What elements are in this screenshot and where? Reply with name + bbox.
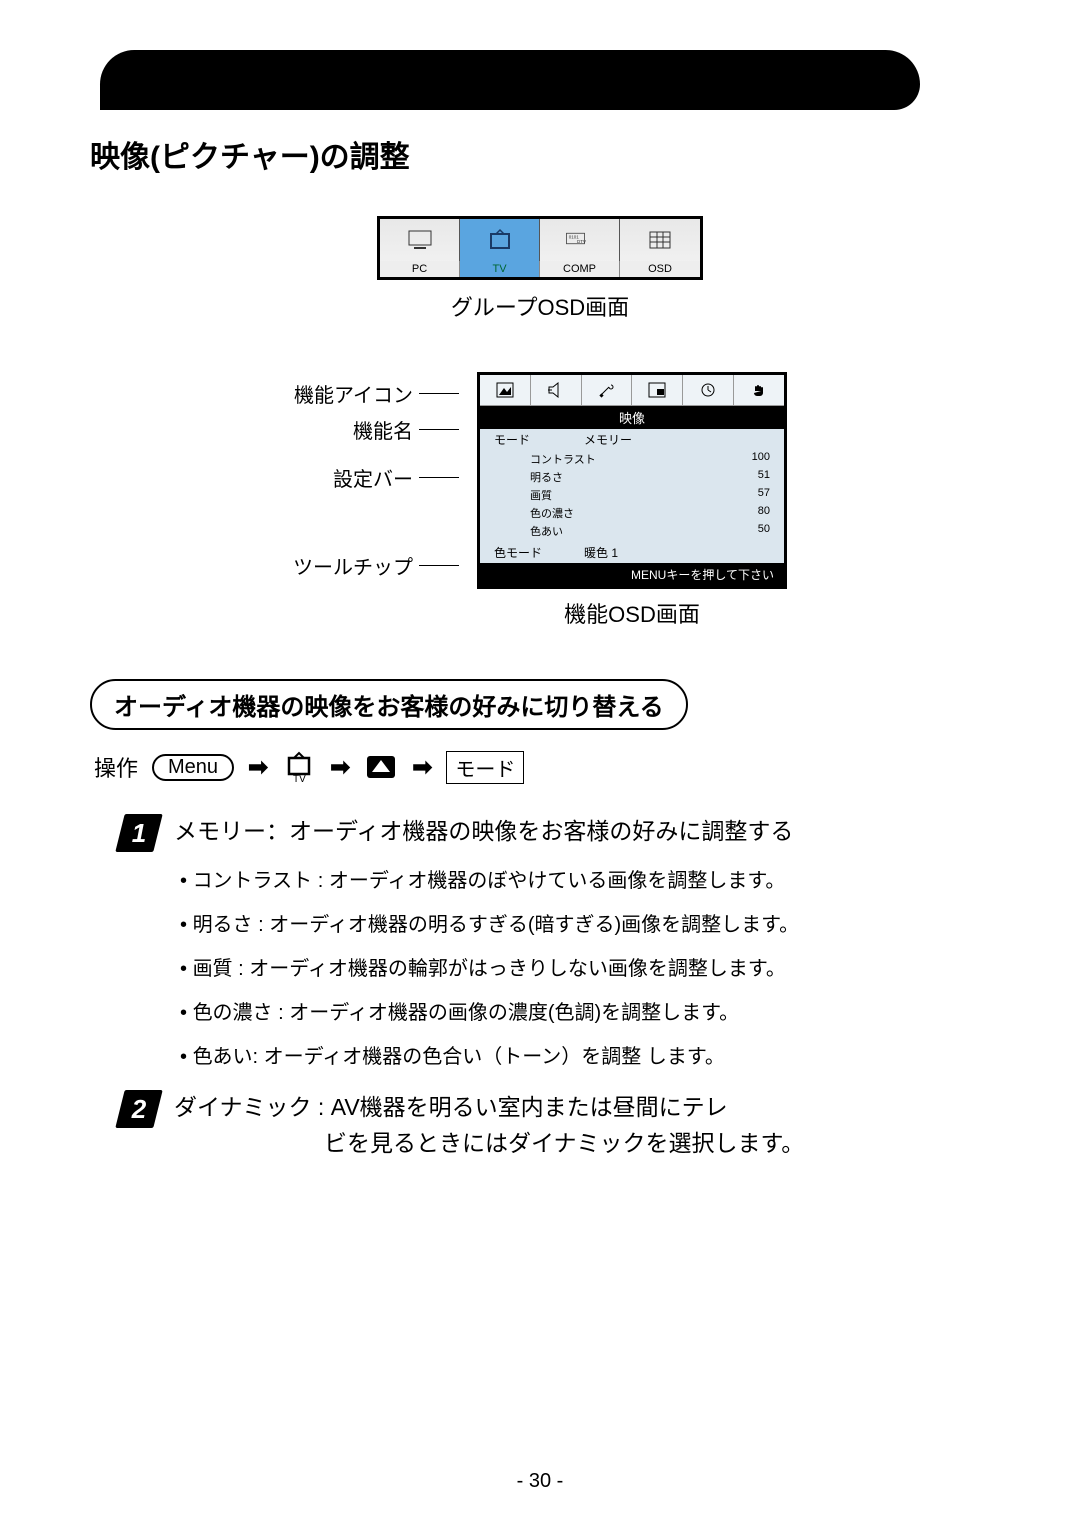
func-osd-panel: 映像 モード メモリー コントラスト100 明るさ51 画質57 色の濃さ80 … xyxy=(477,372,787,589)
group-tab-label: OSD xyxy=(620,261,700,277)
svg-text:DTV: DTV xyxy=(577,239,586,244)
grid-icon xyxy=(645,228,675,252)
label-func-bar: 設定バー xyxy=(333,463,413,492)
svg-text:TV: TV xyxy=(293,774,306,784)
mode-box: モード xyxy=(446,751,524,784)
memory-label: メモリー xyxy=(584,431,694,448)
osd-icon-setup[interactable] xyxy=(582,375,633,405)
osd-icon-picture[interactable] xyxy=(480,375,531,405)
func-name-bar: 映像 xyxy=(480,406,784,429)
bullet-item: 明るさ : オーディオ機器の明るすぎる(暗すぎる)画像を調整します。 xyxy=(180,910,990,940)
osd-icon-time[interactable] xyxy=(683,375,734,405)
setting-label: 明るさ xyxy=(530,469,730,485)
group-osd-caption: グループOSD画面 xyxy=(90,290,990,322)
operation-row: 操作 Menu ➡ TV ➡ ➡ モード xyxy=(94,750,990,784)
label-func-tooltip: ツールチップ xyxy=(293,551,413,580)
clock-icon xyxy=(699,382,717,398)
menu-button[interactable]: Menu xyxy=(152,754,234,781)
func-label-column: 機能アイコン 機能名 設定バー ツールチップ xyxy=(293,372,459,629)
step-1-bullets: コントラスト : オーディオ機器のぼやけている画像を調整します。 明るさ : オ… xyxy=(180,866,990,1072)
color-mode-label: 色モード xyxy=(494,544,584,561)
group-tab-pc[interactable] xyxy=(380,219,460,261)
label-func-name: 機能名 xyxy=(353,415,413,444)
step-1-headline: メモリー：オーディオ機器の映像をお客様の好みに調整する xyxy=(174,814,793,850)
setting-value: 57 xyxy=(730,487,770,503)
group-tab-osd[interactable] xyxy=(620,219,700,261)
step-2-line1: ダイナミック : AV機器を明るい室内または昼間にテレ xyxy=(174,1090,804,1126)
page-title: 映像(ピクチャー)の調整 xyxy=(90,132,990,176)
bullet-item: 色の濃さ : オーディオ機器の画像の濃度(色調)を調整します。 xyxy=(180,998,990,1028)
bullet-item: 色あい: オーディオ機器の色合い（トーン）を調整 します。 xyxy=(180,1042,990,1072)
setting-label: 画質 xyxy=(530,487,730,503)
arrow-icon: ➡ xyxy=(412,753,432,782)
osd-icon-pip[interactable] xyxy=(632,375,683,405)
speaker-icon xyxy=(547,382,565,398)
arrow-icon: ➡ xyxy=(248,753,268,782)
step-2-line2: ビを見るときにはダイナミックを選択します。 xyxy=(174,1126,804,1162)
func-osd-caption: 機能OSD画面 xyxy=(477,597,787,629)
group-tab-label: COMP xyxy=(540,261,620,277)
page-number: - 30 - xyxy=(0,1470,1080,1493)
group-tab-label: PC xyxy=(380,261,460,277)
step-number-badge: 1 xyxy=(120,814,158,852)
label-func-icon: 機能アイコン xyxy=(294,379,413,408)
monitor-icon xyxy=(405,228,435,252)
group-tab-label: TV xyxy=(460,261,540,277)
arrow-icon: ➡ xyxy=(330,753,350,782)
osd-icon-misc[interactable] xyxy=(734,375,784,405)
setting-label: 色あい xyxy=(530,523,730,539)
func-tooltip-bar: MENUキーを押して下さい xyxy=(480,563,784,586)
mode-label: モード xyxy=(494,431,584,448)
setting-value: 51 xyxy=(730,469,770,485)
picture-icon xyxy=(496,382,514,398)
setting-label: 色の濃さ xyxy=(530,505,730,521)
bullet-item: コントラスト : オーディオ機器のぼやけている画像を調整します。 xyxy=(180,866,990,896)
osd-icon-sound[interactable] xyxy=(531,375,582,405)
tv-icon xyxy=(485,228,515,252)
hand-icon xyxy=(750,382,768,398)
setting-value: 80 xyxy=(730,505,770,521)
decorative-header-bar xyxy=(100,50,920,110)
tv-step-icon: TV xyxy=(282,750,316,784)
group-tab-tv[interactable] xyxy=(460,219,540,261)
section-heading-pill: オーディオ機器の映像をお客様の好みに切り替える xyxy=(90,679,688,730)
up-step-icon xyxy=(364,753,398,781)
group-tab-comp[interactable]: 0101 DTV xyxy=(540,219,620,261)
step-number-badge: 2 xyxy=(120,1090,158,1128)
dtv-icon: 0101 DTV xyxy=(565,228,595,252)
setting-value: 100 xyxy=(730,451,770,467)
bullet-item: 画質 : オーディオ機器の輪郭がはっきりしない画像を調整します。 xyxy=(180,954,990,984)
pip-icon xyxy=(648,382,666,398)
setting-value: 50 xyxy=(730,523,770,539)
setting-label: コントラスト xyxy=(530,451,730,467)
operation-label: 操作 xyxy=(94,751,138,783)
tools-icon xyxy=(598,382,616,398)
color-mode-value: 暖色 1 xyxy=(584,544,694,561)
group-osd-panel: 0101 DTV PC TV COMP OSD xyxy=(377,216,703,280)
